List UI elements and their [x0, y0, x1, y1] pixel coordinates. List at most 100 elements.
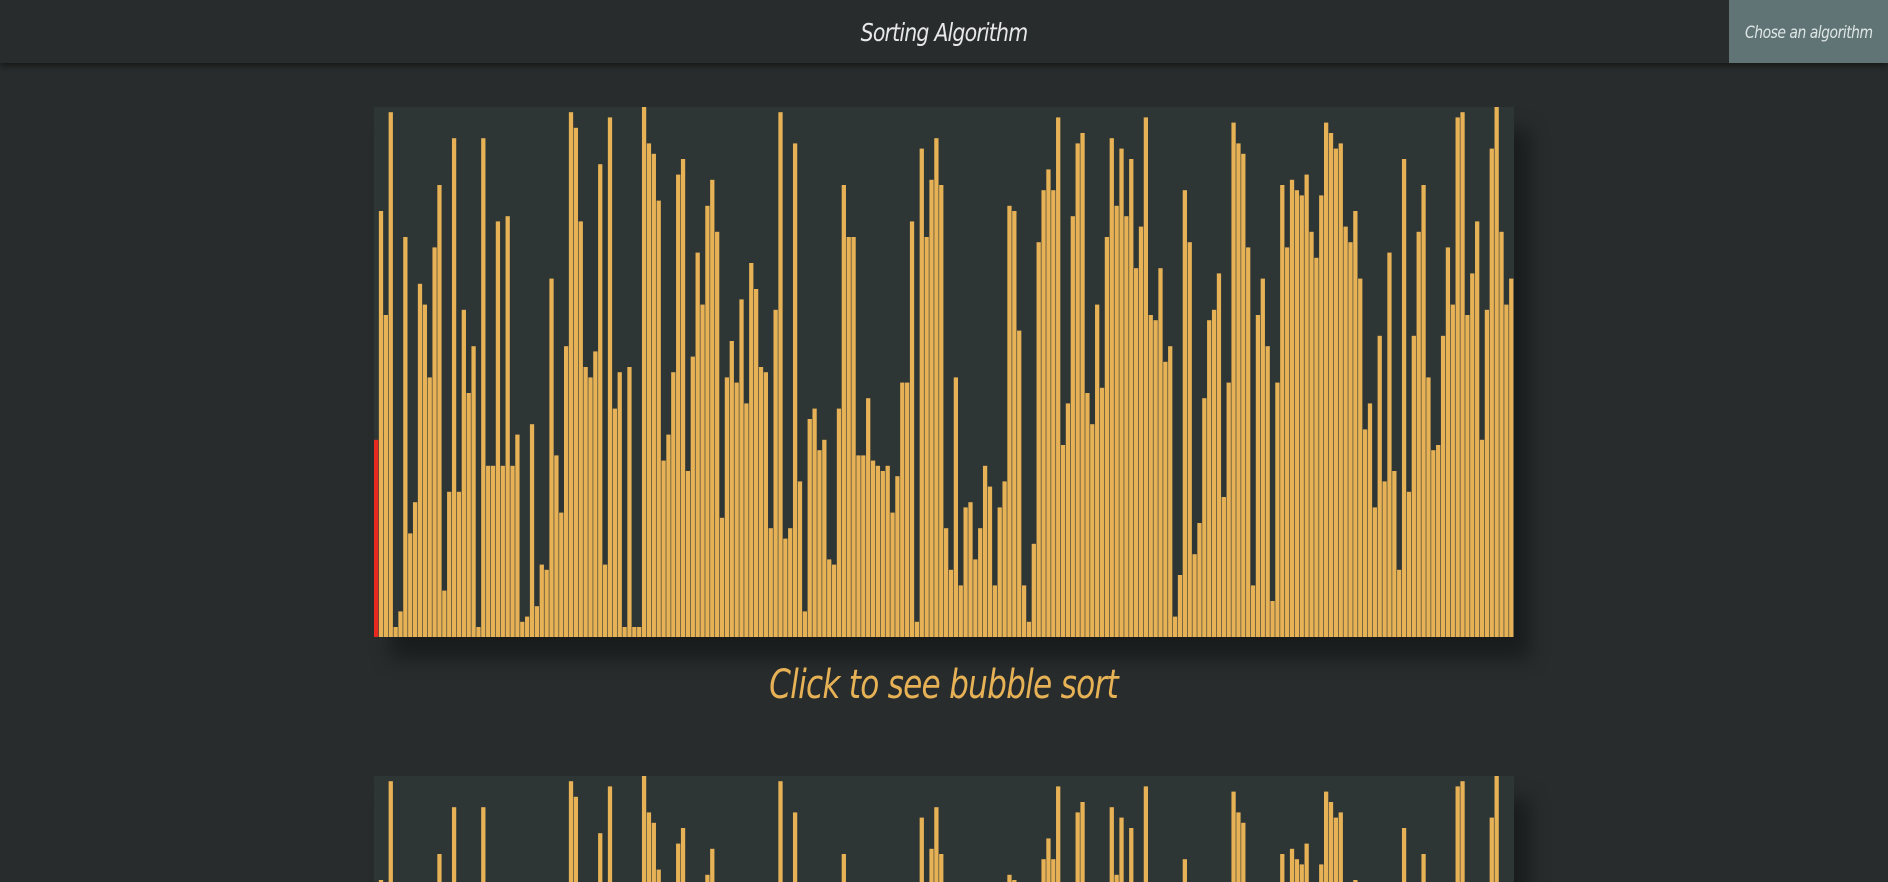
bar-186 — [1280, 185, 1285, 637]
bar-5 — [398, 611, 403, 637]
bar-203 — [1362, 429, 1368, 637]
bar2-215 — [1421, 854, 1426, 882]
bar-31 — [525, 616, 530, 637]
bar-100 — [861, 455, 866, 637]
bar2-223 — [1460, 781, 1465, 882]
bar-201 — [1353, 211, 1358, 637]
bar-42 — [578, 221, 583, 637]
bar-95 — [836, 408, 842, 637]
bar2-40 — [568, 781, 574, 882]
bar-13 — [437, 185, 442, 637]
bar-54 — [637, 627, 642, 637]
bar2-194 — [1319, 864, 1324, 882]
bar-188 — [1289, 179, 1295, 637]
bar2-56 — [646, 812, 652, 882]
bar2-195 — [1324, 791, 1329, 882]
bar-107 — [895, 476, 900, 637]
bar-187 — [1285, 247, 1290, 637]
bar-57 — [651, 153, 656, 637]
bar-93 — [827, 559, 832, 637]
bubble-sort-caption[interactable]: Click to see bubble sort — [0, 662, 1888, 708]
bar2-131 — [1012, 880, 1017, 882]
bar-227 — [1479, 439, 1485, 637]
second-sort-visualization[interactable] — [374, 776, 1514, 882]
bar-224 — [1465, 315, 1470, 637]
bar-114 — [929, 179, 934, 637]
bar-69 — [710, 179, 715, 637]
bar-75 — [739, 299, 744, 637]
bar-169 — [1197, 523, 1202, 637]
bar-220 — [1445, 247, 1451, 637]
chose-algorithm-button[interactable]: Chose an algorithm — [1729, 0, 1888, 63]
bar-46 — [598, 164, 603, 637]
bar-60 — [666, 434, 671, 637]
bar2-145 — [1080, 802, 1085, 882]
bar2-137 — [1041, 859, 1046, 882]
bar-166 — [1182, 190, 1187, 637]
top-bar: Sorting Algorithm Chose an algorithm — [0, 0, 1888, 63]
bar-184 — [1270, 601, 1275, 637]
bar2-177 — [1236, 812, 1241, 882]
bar-177 — [1236, 143, 1241, 637]
bar-21 — [476, 627, 481, 637]
bar-91 — [817, 450, 822, 637]
bar-125 — [982, 465, 988, 637]
bar-62 — [676, 174, 681, 637]
bar2-41 — [573, 796, 579, 882]
bar-89 — [807, 419, 812, 637]
bar-38 — [559, 512, 564, 637]
bar-45 — [593, 351, 598, 637]
bar2-140 — [1056, 786, 1061, 882]
bar-50 — [617, 372, 622, 637]
bar-128 — [997, 507, 1002, 637]
bar-174 — [1221, 497, 1226, 637]
bar-43 — [583, 367, 588, 637]
bar-101 — [866, 398, 871, 637]
bar-198 — [1338, 143, 1343, 637]
bar-118 — [948, 569, 954, 637]
bar-2 — [383, 315, 389, 637]
bar-82 — [773, 309, 778, 637]
bar-136 — [1036, 242, 1041, 637]
bar-124 — [978, 528, 983, 637]
bar-231 — [1499, 231, 1504, 637]
bar-134 — [1026, 621, 1032, 637]
bar2-114 — [929, 848, 934, 882]
bar-98 — [851, 237, 856, 637]
bar-202 — [1358, 278, 1363, 637]
bar-83 — [778, 112, 783, 637]
bar2-197 — [1333, 817, 1339, 882]
bar2-46 — [598, 833, 603, 882]
bar-221 — [1450, 304, 1455, 637]
bar-35 — [544, 569, 549, 637]
bar-192 — [1309, 231, 1314, 637]
bar-7 — [408, 533, 413, 637]
bubble-sort-visualization[interactable] — [374, 107, 1514, 637]
bar-216 — [1426, 377, 1431, 637]
bar-161 — [1158, 268, 1163, 637]
bar-138 — [1046, 169, 1051, 637]
bar-157 — [1138, 226, 1144, 637]
bar2-230 — [1494, 776, 1499, 882]
bar-29 — [515, 434, 520, 637]
bar-9 — [417, 283, 423, 637]
bar-190 — [1299, 195, 1304, 637]
bar-87 — [797, 481, 803, 637]
bar-33 — [534, 606, 540, 637]
bar-32 — [529, 424, 535, 637]
bar-160 — [1153, 320, 1158, 637]
bar2-229 — [1489, 817, 1494, 882]
bar-72 — [724, 377, 730, 637]
bar-215 — [1421, 185, 1426, 637]
bar-211 — [1401, 159, 1407, 637]
bar-232 — [1504, 304, 1509, 637]
bar-76 — [744, 403, 749, 637]
bar-28 — [510, 465, 515, 637]
bar-64 — [685, 471, 691, 637]
chose-algorithm-label: Chose an algorithm — [1744, 23, 1873, 43]
bar-11 — [427, 377, 432, 637]
bar2-116 — [939, 854, 944, 882]
bar-112 — [919, 148, 924, 637]
bar-133 — [1021, 585, 1027, 637]
bar-44 — [588, 377, 593, 637]
